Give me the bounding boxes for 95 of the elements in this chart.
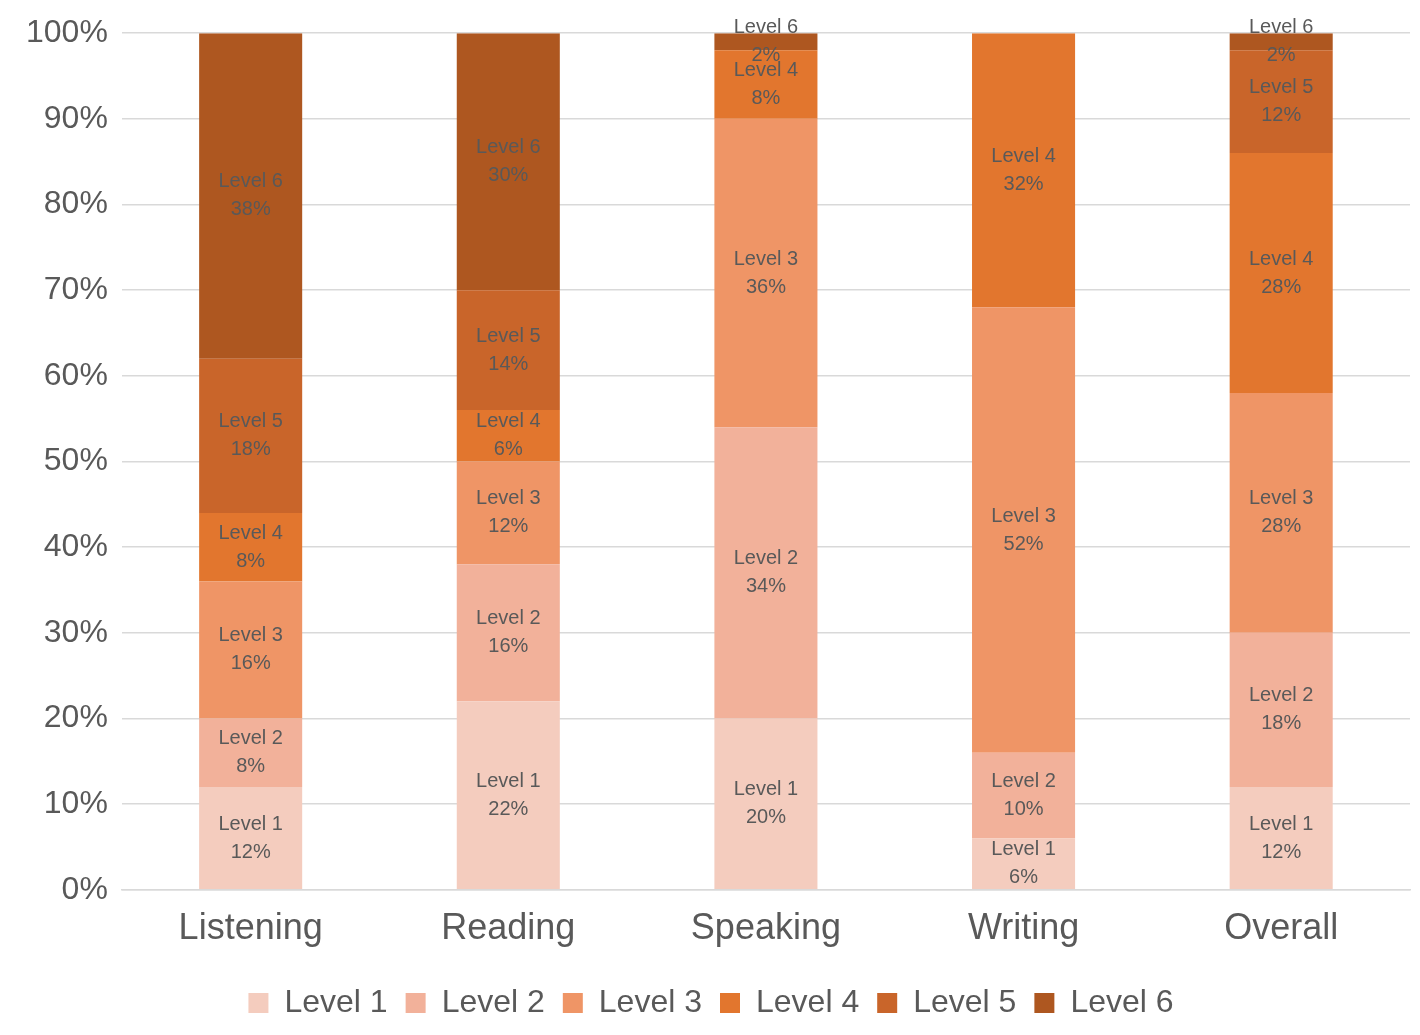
text: Level 3 bbox=[733, 246, 799, 269]
data-label: 34% bbox=[745, 574, 787, 597]
data-label: 36% bbox=[745, 274, 787, 297]
legend-label: Level 5 bbox=[913, 982, 1017, 1019]
legend-label: Level 1 bbox=[284, 982, 388, 1019]
data-label: 12% bbox=[488, 514, 529, 537]
x-tick-label: Overall bbox=[1224, 906, 1339, 948]
y-tick-label: 30% bbox=[43, 612, 108, 649]
legend-label: Level 3 bbox=[598, 982, 702, 1019]
text: Level 4 bbox=[991, 143, 1056, 166]
data-label: 10% bbox=[1003, 797, 1044, 820]
bar bbox=[456, 290, 560, 411]
data-label: 6% bbox=[493, 437, 523, 460]
bar bbox=[199, 787, 303, 890]
x-tick-label: Reading bbox=[441, 906, 576, 948]
bar bbox=[1229, 787, 1333, 890]
data-label: 8% bbox=[236, 754, 266, 777]
data-label: 16% bbox=[230, 651, 271, 674]
data-label: 32% bbox=[1003, 171, 1044, 194]
data-label: 18% bbox=[1261, 711, 1302, 734]
data-label: 20% bbox=[745, 805, 787, 828]
text: Level 4 bbox=[218, 520, 283, 543]
y-tick-label: 80% bbox=[43, 184, 108, 221]
bar bbox=[456, 564, 560, 702]
y-tick-label: 90% bbox=[43, 98, 108, 135]
legend-label: Level 4 bbox=[756, 982, 860, 1019]
text: Level 6 bbox=[733, 15, 799, 38]
data-label: 22% bbox=[488, 796, 529, 819]
data-label: 52% bbox=[1003, 531, 1044, 554]
text: Level 5 bbox=[1248, 75, 1314, 98]
text: Level 3 bbox=[1248, 486, 1314, 509]
bar bbox=[714, 118, 818, 428]
text: Level 2 bbox=[991, 769, 1056, 792]
bar bbox=[714, 427, 818, 719]
text: Level 4 bbox=[476, 409, 541, 432]
data-label: 6% bbox=[1009, 865, 1039, 888]
data-label: 30% bbox=[488, 163, 529, 186]
y-tick-label: 40% bbox=[43, 526, 108, 563]
text: Level 5 bbox=[476, 323, 541, 346]
bar bbox=[972, 307, 1076, 753]
x-tick-label: Writing bbox=[967, 906, 1080, 948]
data-label: 8% bbox=[751, 86, 781, 109]
text: Level 3 bbox=[991, 503, 1056, 526]
data-label: 18% bbox=[230, 437, 271, 460]
text: Level 6 bbox=[476, 135, 541, 158]
text: Level 4 bbox=[1248, 246, 1314, 269]
bar bbox=[972, 752, 1076, 839]
data-label: 14% bbox=[488, 351, 529, 374]
data-label: 38% bbox=[230, 197, 271, 220]
text: Level 2 bbox=[733, 546, 799, 569]
text: Level 6 bbox=[1248, 15, 1314, 38]
bar bbox=[972, 33, 1076, 308]
data-label: 2% bbox=[1266, 43, 1296, 66]
bar bbox=[456, 461, 560, 565]
data-label: 16% bbox=[488, 634, 529, 657]
bar bbox=[199, 358, 303, 513]
text: Level 2 bbox=[1248, 683, 1314, 706]
data-label: 12% bbox=[1261, 839, 1302, 862]
text: Level 2 bbox=[476, 606, 541, 629]
data-label: 28% bbox=[1261, 514, 1302, 537]
legend-label: Level 2 bbox=[441, 982, 545, 1019]
text: Level 1 bbox=[991, 837, 1056, 860]
text: Level 1 bbox=[218, 811, 283, 834]
bar bbox=[1229, 392, 1333, 633]
text: Level 3 bbox=[218, 623, 283, 646]
y-tick-label: 20% bbox=[43, 698, 108, 735]
bar bbox=[199, 581, 303, 719]
data-label: 8% bbox=[236, 548, 266, 571]
text: Level 2 bbox=[218, 726, 283, 749]
bar bbox=[199, 718, 303, 788]
legend-label: Level 6 bbox=[1070, 982, 1174, 1019]
x-tick-label: Speaking bbox=[690, 906, 841, 948]
y-tick-label: 100% bbox=[26, 13, 108, 50]
text: Level 5 bbox=[218, 409, 283, 432]
text: Level 6 bbox=[218, 169, 283, 192]
bar bbox=[199, 512, 303, 582]
bar bbox=[456, 701, 560, 890]
bar bbox=[714, 718, 818, 890]
y-tick-label: 70% bbox=[43, 270, 108, 307]
x-tick-label: Listening bbox=[178, 906, 323, 948]
y-tick-label: 50% bbox=[43, 441, 108, 478]
text: Level 1 bbox=[476, 768, 541, 791]
data-label: 12% bbox=[230, 839, 271, 862]
text: Level 1 bbox=[1248, 811, 1314, 834]
bar bbox=[1229, 632, 1333, 788]
bar bbox=[1229, 153, 1333, 393]
y-tick-label: 60% bbox=[43, 355, 108, 392]
bar bbox=[199, 33, 303, 359]
text: Level 1 bbox=[733, 777, 799, 800]
y-tick-label: 0% bbox=[61, 869, 108, 906]
text: Level 3 bbox=[476, 486, 541, 509]
y-tick-label: 10% bbox=[43, 783, 108, 820]
data-label: 28% bbox=[1261, 274, 1302, 297]
data-label: 12% bbox=[1261, 103, 1302, 126]
bar bbox=[456, 33, 560, 291]
